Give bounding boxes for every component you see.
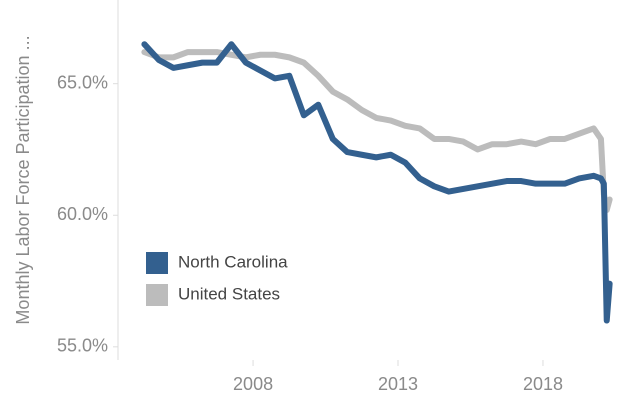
legend-label: United States — [178, 284, 280, 303]
x-tick-label: 2008 — [233, 374, 273, 394]
line-series — [141, 49, 613, 213]
y-axis-label: Monthly Labor Force Participation ... — [13, 35, 33, 324]
line-series — [141, 41, 613, 324]
legend-label: North Carolina — [178, 252, 288, 271]
y-tick-label: 55.0% — [57, 336, 108, 356]
legend-swatch — [146, 284, 168, 306]
y-tick-label: 65.0% — [57, 72, 108, 92]
x-tick-label: 2013 — [378, 374, 418, 394]
y-tick-label: 60.0% — [57, 204, 108, 224]
legend-swatch — [146, 252, 168, 274]
x-tick-label: 2018 — [523, 374, 563, 394]
